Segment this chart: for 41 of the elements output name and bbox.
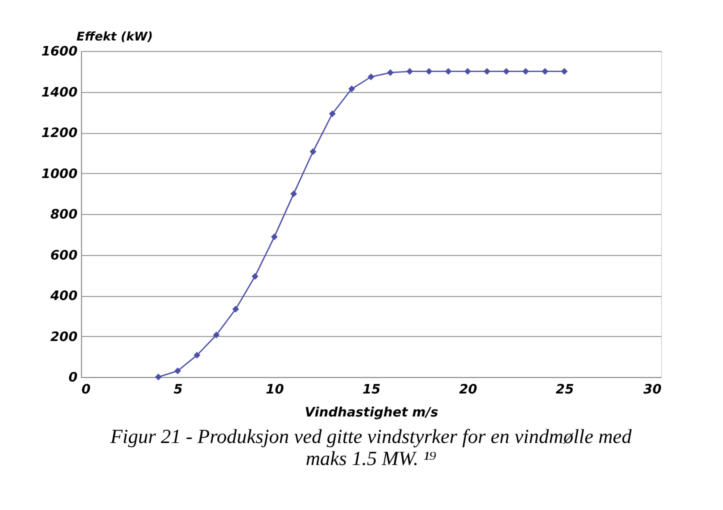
y-tick-label: 600	[50, 248, 78, 264]
y-axis-title: Effekt (kW)	[76, 30, 153, 44]
point	[212, 332, 220, 338]
x-tick-label: 10	[266, 382, 284, 398]
x-tick-label: 20	[459, 382, 478, 398]
x-tick-label: 5	[174, 382, 183, 398]
x-tick-label: 15	[362, 382, 381, 398]
point	[522, 68, 530, 75]
point	[444, 68, 452, 75]
point	[560, 68, 568, 75]
y-tick-label: 800	[50, 208, 78, 222]
point	[484, 68, 490, 75]
y-tick-label: 1400	[41, 85, 78, 100]
y-tick-label: 200	[50, 330, 78, 345]
point	[386, 69, 394, 76]
x-tick-label: 30	[643, 382, 662, 398]
y-tick-label: 1000	[41, 166, 78, 182]
point	[154, 374, 162, 380]
point	[194, 352, 200, 359]
y-tick-label: 1600	[41, 44, 78, 60]
point	[328, 110, 336, 118]
point	[426, 68, 432, 75]
point	[290, 190, 298, 198]
point	[406, 68, 414, 75]
point	[310, 148, 316, 156]
point	[502, 68, 510, 75]
y-tick-label: 400	[49, 289, 78, 304]
x-axis-title: Vindhastighet m/s	[304, 406, 438, 420]
x-tick-label: 0	[82, 382, 91, 398]
x-tick-label: 25	[556, 382, 574, 398]
y-tick-label: 1200	[41, 126, 78, 141]
point	[348, 86, 356, 92]
point	[252, 272, 258, 280]
point	[174, 368, 182, 374]
point	[232, 306, 240, 313]
point	[464, 68, 472, 75]
point	[270, 233, 278, 240]
point	[542, 68, 548, 75]
y-tick-label: 0	[68, 370, 78, 386]
point	[368, 74, 374, 80]
text: Figur 21 - Produksjon ved gitte vindstyrker for en vindmølle med maks 1.5 MW. ¹⁹	[109, 426, 633, 470]
